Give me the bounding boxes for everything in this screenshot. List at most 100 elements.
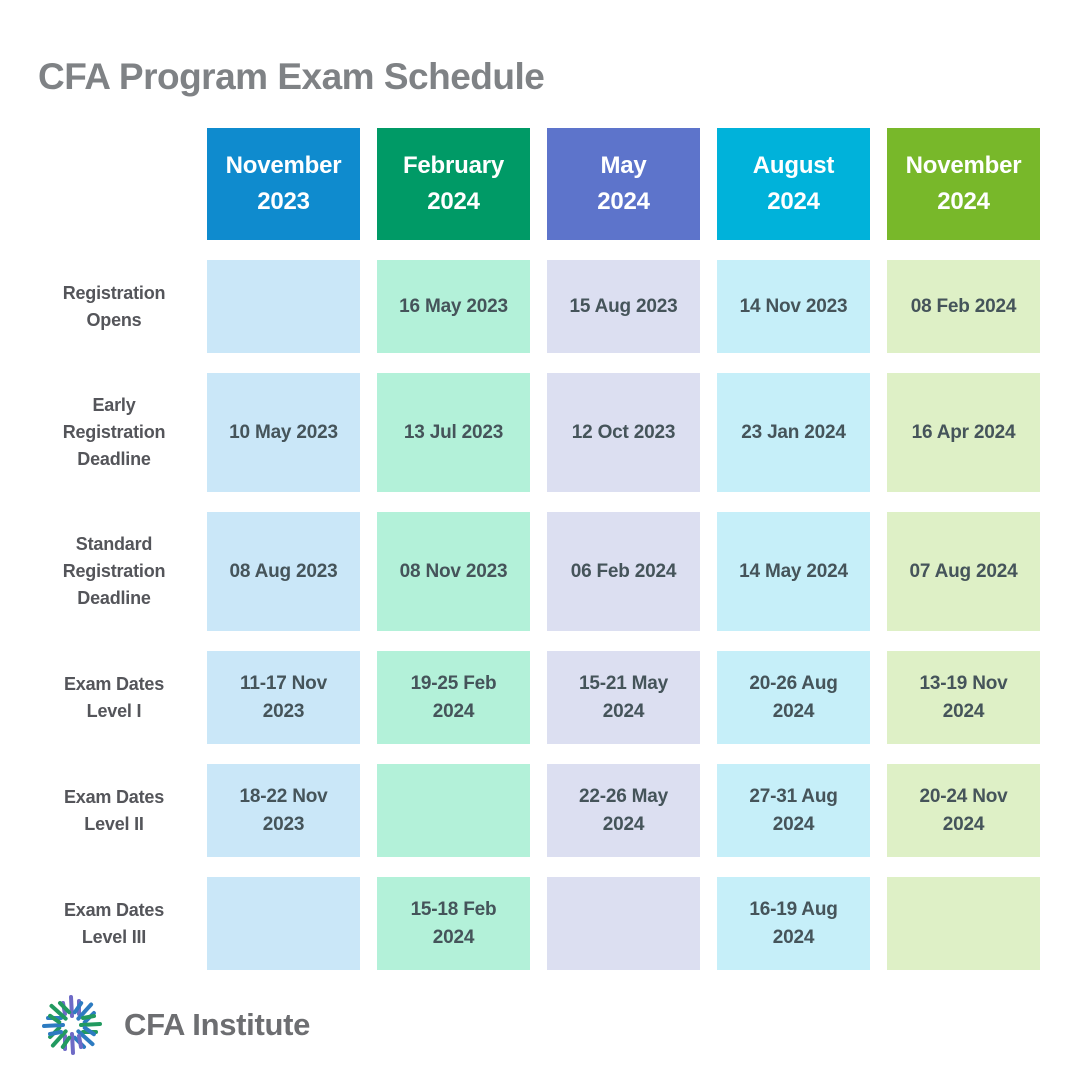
column-header-year: 2023 [257,188,310,215]
text-line: 06 Feb 2024 [570,560,677,582]
text-line: 18-22 Nov [239,785,328,807]
column-header: November 2024 [887,128,1040,240]
text-line: Early [92,395,136,415]
text-line: Exam Dates [63,673,165,694]
text-line: 22-26 May [578,785,669,807]
text-line: 15 Aug 2023 [569,295,678,317]
column-header-month: February [402,152,505,179]
footer-brand: CFA Institute [36,988,310,1062]
text-line: 20-24 Nov [919,785,1008,807]
text-line: 2024 [602,700,645,722]
column-header: May 2024 [547,128,700,240]
schedule-cell: 08 Nov 2023 [377,512,530,631]
schedule-cell: 18-22 Nov 2023 [207,764,360,857]
column-header-year: 2024 [427,188,480,215]
schedule-cell: 11-17 Nov 2023 [207,651,360,744]
text-line: 2024 [772,813,815,835]
text-line: 16-19 Aug [749,898,838,920]
cfa-institute-logo-icon [42,995,102,1055]
schedule-cell: 16 Apr 2024 [887,373,1040,492]
text-line: Deadline [77,588,151,608]
column-header-year: 2024 [937,188,990,215]
text-line: 2024 [432,700,475,722]
text-line: 14 May 2024 [739,560,848,582]
schedule-cell: 15-18 Feb 2024 [377,877,530,970]
text-line: Exam Dates [63,899,165,920]
text-line: Level II [84,813,144,834]
text-line: Registration [62,561,166,581]
schedule-cell: 06 Feb 2024 [547,512,700,631]
schedule-cell: 13 Jul 2023 [377,373,530,492]
row-label: Exam Dates Level II [38,764,190,857]
schedule-cell: 16 May 2023 [377,260,530,353]
column-header: August 2024 [717,128,870,240]
schedule-cell: 14 May 2024 [717,512,870,631]
schedule-cell: 08 Feb 2024 [887,260,1040,353]
text-line: 27-31 Aug [749,785,838,807]
schedule-cell: 23 Jan 2024 [717,373,870,492]
text-line: 08 Aug 2023 [229,560,338,582]
text-line: Level I [86,700,142,721]
schedule-cell: 15-21 May 2024 [547,651,700,744]
column-header-month: November [225,152,342,179]
schedule-cell [887,877,1040,970]
text-line: 10 May 2023 [229,421,338,443]
column-header: November 2023 [207,128,360,240]
schedule-table: November 2023 February 2024 May 2024 August 202… [38,128,1040,970]
schedule-cell: 07 Aug 2024 [887,512,1040,631]
schedule-cell: 22-26 May 2024 [547,764,700,857]
text-line: 2024 [772,700,815,722]
row-label: Registration Opens [38,260,190,353]
text-line: Level III [81,926,147,947]
text-line: 15-21 May [578,672,669,694]
column-header-month: November [905,152,1022,179]
schedule-cell [377,764,530,857]
text-line: Opens [86,309,142,330]
column-header: February 2024 [377,128,530,240]
row-label: Exam Dates Level I [38,651,190,744]
text-line: 23 Jan 2024 [741,421,846,443]
schedule-cell: 13-19 Nov 2024 [887,651,1040,744]
text-line: 2024 [942,700,985,722]
text-line: 2024 [602,813,645,835]
text-line: 2024 [772,926,815,948]
schedule-cell: 15 Aug 2023 [547,260,700,353]
text-line: 08 Feb 2024 [910,295,1017,317]
text-line: 07 Aug 2024 [909,560,1018,582]
schedule-cell: 14 Nov 2023 [717,260,870,353]
row-label: Early Registration Deadline [38,373,190,492]
schedule-cell: 10 May 2023 [207,373,360,492]
column-header-month: May [600,152,647,179]
text-line: 14 Nov 2023 [739,295,848,317]
schedule-cell: 20-24 Nov 2024 [887,764,1040,857]
schedule-cell: 16-19 Aug 2024 [717,877,870,970]
row-label: Standard Registration Deadline [38,512,190,631]
schedule-cell: 27-31 Aug 2024 [717,764,870,857]
schedule-cell [207,877,360,970]
text-line: Registration [62,282,166,303]
schedule-cell: 08 Aug 2023 [207,512,360,631]
row-label: Exam Dates Level III [38,877,190,970]
brand-name: CFA Institute [124,1007,311,1042]
text-line: 2024 [432,926,475,948]
page-title: CFA Program Exam Schedule [38,56,545,97]
text-line: 13 Jul 2023 [403,421,504,443]
text-line: 16 Apr 2024 [911,421,1016,443]
text-line: 11-17 Nov [240,672,327,694]
text-line: 2023 [262,700,305,722]
text-line: Deadline [77,449,151,469]
schedule-cell: 20-26 Aug 2024 [717,651,870,744]
text-line: 19-25 Feb [410,672,497,694]
column-header-year: 2024 [767,188,820,215]
text-line: 2023 [262,813,305,835]
text-line: Registration [62,422,166,442]
column-header-month: August [752,152,835,179]
text-line: 12 Oct 2023 [571,421,676,443]
text-line: Exam Dates [63,786,165,807]
text-line: 08 Nov 2023 [399,560,508,582]
text-line: Standard [75,534,153,554]
schedule-cell: 12 Oct 2023 [547,373,700,492]
text-line: 20-26 Aug [749,672,838,694]
text-line: 2024 [942,813,985,835]
